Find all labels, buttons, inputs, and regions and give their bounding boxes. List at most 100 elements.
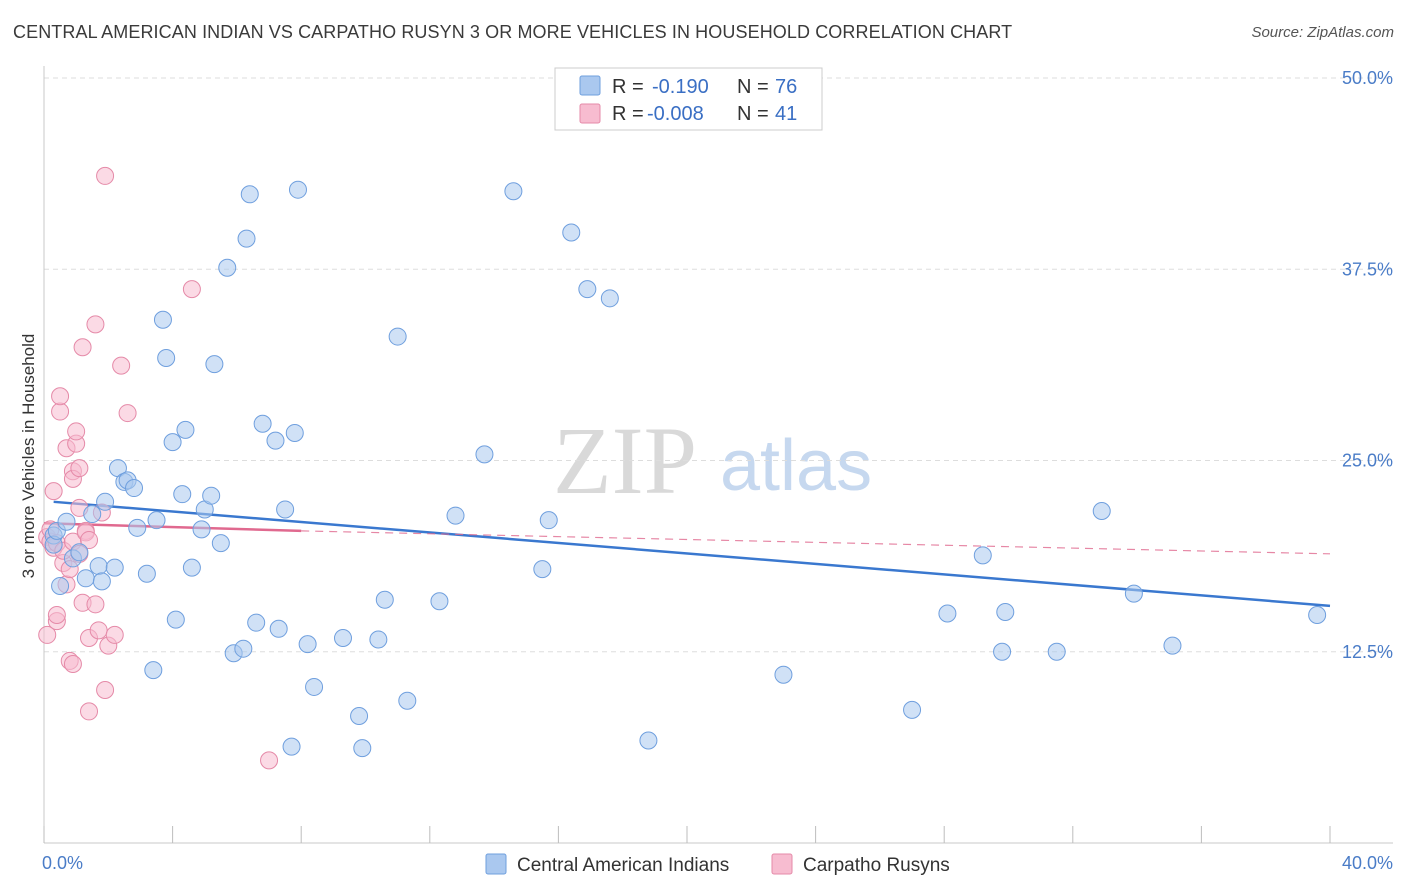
y-tick-label: 37.5% <box>1342 259 1393 279</box>
central-american-indian-point <box>247 613 266 632</box>
central-american-indian-point <box>1163 636 1182 655</box>
central-american-indian-point <box>562 223 581 242</box>
central-american-indian-point <box>76 569 95 588</box>
central-american-indian-point <box>1308 606 1327 625</box>
central-american-indian-point <box>163 433 182 452</box>
central-american-indian-point <box>128 518 147 537</box>
y-tick-label: 25.0% <box>1342 451 1393 471</box>
central-american-indian-point <box>288 180 307 199</box>
carpatho-rusyn-point <box>73 338 92 357</box>
central-american-indian-point <box>430 592 449 611</box>
carpatho-rusyn-trend-dashed <box>301 530 1331 555</box>
central-american-indian-point <box>92 572 111 591</box>
central-american-indian-point <box>211 534 230 553</box>
legend-r-value-1: -0.190 <box>652 76 709 98</box>
central-american-indian-point <box>166 610 185 629</box>
carpatho-rusyn-point <box>112 356 131 375</box>
central-american-indian-point <box>147 511 166 530</box>
legend-n-label-1: N = <box>737 76 769 98</box>
carpatho-rusyn-point <box>96 166 115 185</box>
central-american-indian-point <box>639 731 658 750</box>
carpatho-rusyn-point <box>89 621 108 640</box>
central-american-indian-point <box>353 739 372 758</box>
grid-lines <box>44 77 1393 653</box>
central-american-indian-point <box>89 557 108 576</box>
legend-swatch-pink <box>579 103 601 124</box>
central-american-indian-point <box>1124 584 1143 603</box>
central-american-indian-point <box>282 737 301 756</box>
carpatho-rusyn-point <box>105 625 124 644</box>
central-american-indian-point <box>266 431 285 450</box>
central-american-indian-point <box>205 355 224 374</box>
central-american-indian-point <box>369 630 388 649</box>
central-american-indian-point <box>996 602 1015 621</box>
carpatho-rusyn-point <box>80 531 99 550</box>
carpatho-rusyn-point <box>47 606 66 625</box>
carpatho-rusyn-point <box>38 625 57 644</box>
central-american-indian-point <box>539 511 558 530</box>
central-american-indian-point <box>218 258 237 277</box>
y-tick-label: 12.5% <box>1342 642 1393 662</box>
legend-swatch-blue <box>579 75 601 96</box>
central-american-indian-point <box>938 604 957 623</box>
central-american-indian-point <box>240 185 259 204</box>
series-swatch-blue <box>485 853 507 875</box>
central-american-indian-point <box>70 543 89 562</box>
carpatho-rusyn-point <box>260 751 279 770</box>
central-american-indian-point <box>298 635 317 654</box>
source-credit: Source: ZipAtlas.com <box>1251 24 1394 41</box>
carpatho-rusyn-point <box>118 404 137 423</box>
central-american-indian-point <box>375 590 394 609</box>
central-american-indian-point <box>1092 501 1111 520</box>
central-american-indian-point <box>533 560 552 579</box>
carpatho-rusyn-point <box>51 387 70 406</box>
central-american-indian-point <box>157 348 176 367</box>
x-tick-label: 40.0% <box>1342 853 1393 873</box>
central-american-indian-point <box>253 414 272 433</box>
y-axis-label: 3 or more Vehicles in Household <box>19 334 38 579</box>
central-american-indian-point <box>903 700 922 719</box>
central-american-indian-point <box>173 485 192 504</box>
central-american-indian-point <box>153 310 172 329</box>
legend-r-value-2: -0.008 <box>647 103 704 125</box>
watermark-atlas: atlas <box>720 426 872 506</box>
central-american-indian-point <box>285 423 304 442</box>
legend-n-label-2: N = <box>737 103 769 125</box>
chart-title: CENTRAL AMERICAN INDIAN VS CARPATHO RUSY… <box>13 22 1013 42</box>
central-american-indian-point <box>182 558 201 577</box>
central-american-indian-point <box>202 486 221 505</box>
central-american-indian-point <box>774 665 793 684</box>
legend-n-value-2: 41 <box>775 103 797 125</box>
central-american-indian-point <box>475 445 494 464</box>
central-american-indian-point <box>993 642 1012 661</box>
central-american-indian-point <box>234 639 253 658</box>
series-label-central-american-indians: Central American Indians <box>517 855 729 876</box>
central-american-indian-point <box>333 628 352 647</box>
legend-n-value-1: 76 <box>775 76 797 98</box>
central-american-indian-point <box>237 229 256 248</box>
legend-r-label-1: R = <box>612 76 644 98</box>
carpatho-rusyn-point <box>70 459 89 478</box>
central-american-indian-point <box>446 506 465 525</box>
series-legend: Central American Indians Carpatho Rusyns <box>485 853 950 876</box>
central-american-indian-point <box>398 691 417 710</box>
carpatho-rusyn-point <box>86 595 105 614</box>
carpatho-rusyn-point <box>80 702 99 721</box>
axes <box>43 66 1393 844</box>
central-american-indian-point <box>57 512 76 531</box>
central-american-indian-point <box>83 505 102 524</box>
carpatho-rusyn-point <box>96 681 115 699</box>
carpatho-rusyn-point <box>51 402 70 421</box>
central-american-indian-point <box>600 289 619 308</box>
carpatho-rusyn-point <box>182 280 201 299</box>
carpatho-rusyn-point <box>86 315 105 334</box>
y-tick-label: 50.0% <box>1342 68 1393 88</box>
central-american-indian-point <box>105 558 124 577</box>
correlation-legend: R = -0.190 N = 76 R = -0.008 N = 41 <box>554 67 823 131</box>
carpatho-rusyn-point <box>63 654 82 673</box>
legend-r-label-2: R = <box>612 103 644 125</box>
central-american-indian-point <box>269 619 288 638</box>
central-american-indian-point <box>276 500 295 519</box>
central-american-indian-point <box>96 492 115 511</box>
